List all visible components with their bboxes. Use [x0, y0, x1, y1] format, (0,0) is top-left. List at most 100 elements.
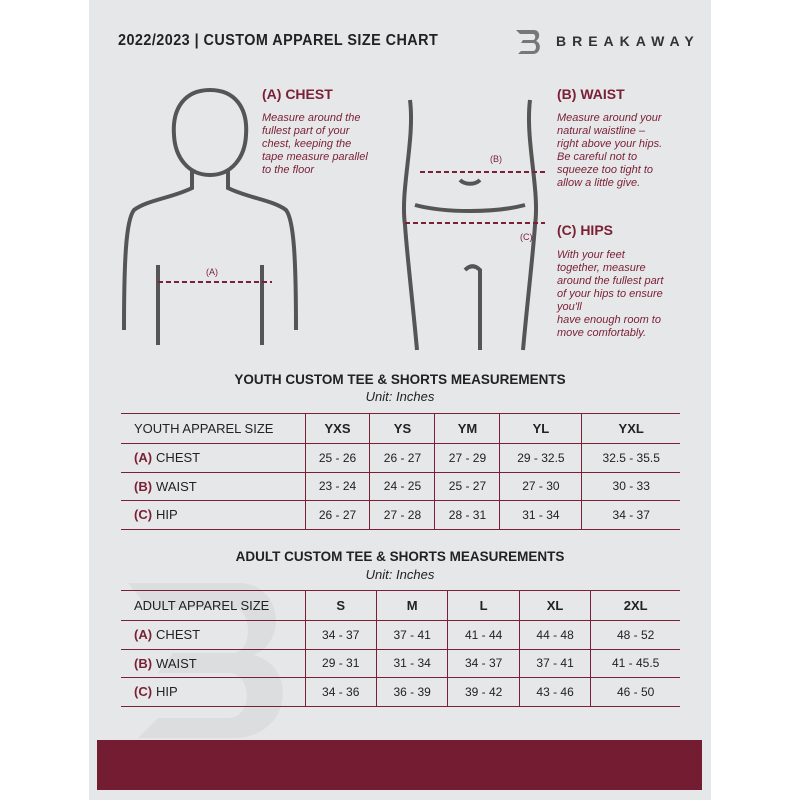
table-cell: 28 - 31	[434, 500, 500, 530]
hips-text-line: around the fullest part	[557, 275, 664, 287]
table-row: (B) WAIST 23 - 24 24 - 25 25 - 27 27 - 30 30 -…	[121, 472, 680, 501]
size-header: 2XL	[590, 590, 680, 621]
measurement-label: (C) HIP	[121, 500, 305, 530]
chest-instructions: Measure around the fullest part of your ch…	[262, 112, 368, 177]
youth-unit: Unit: Inches	[365, 389, 435, 404]
table-cell: 27 - 28	[369, 500, 435, 530]
table-cell: 34 - 36	[304, 677, 377, 707]
waist-text-line: right above your hips.	[557, 138, 663, 150]
table-cell: 37 - 41	[375, 620, 448, 650]
waist-text-line: natural waistline –	[557, 125, 646, 137]
measurement-label: (A) CHEST	[121, 443, 305, 473]
table-row: (C) HIP 34 - 36 36 - 39 39 - 42 43 - 46 46 - 5…	[121, 677, 680, 707]
size-header: YXS	[304, 413, 370, 444]
table-row: (A) CHEST 34 - 37 37 - 41 41 - 44 44 - 48 48 -…	[121, 620, 680, 650]
table-cell: 43 - 46	[518, 677, 591, 707]
table-cell: 25 - 26	[304, 443, 370, 473]
brand-name: BREAKAWAY	[556, 33, 700, 49]
adult-unit: Unit: Inches	[365, 567, 435, 582]
table-cell: 23 - 24	[304, 472, 370, 501]
size-header: YXL	[581, 413, 680, 444]
table-cell: 36 - 39	[375, 677, 448, 707]
table-cell: 24 - 25	[369, 472, 435, 501]
size-header: YM	[434, 413, 500, 444]
breakaway-logo-icon	[516, 30, 540, 54]
measurement-letter: (B)	[134, 655, 153, 671]
measurement-name: HIP	[156, 684, 178, 700]
table-row: (B) WAIST 29 - 31 31 - 34 34 - 37 37 - 41 41 -…	[121, 649, 680, 678]
table-cell: 34 - 37	[447, 649, 520, 678]
waist-text-line: allow a little give.	[557, 177, 641, 189]
hips-heading: (C) HIPS	[557, 222, 613, 238]
chest-text-line: tape measure parallel	[262, 151, 368, 163]
measurement-label: (C) HIP	[121, 677, 305, 707]
page-title: 2022/2023 | CUSTOM APPAREL SIZE CHART	[118, 32, 439, 49]
footer-band	[97, 740, 702, 790]
chest-text-line: chest, keeping the	[262, 138, 352, 150]
table-cell: 26 - 27	[304, 500, 370, 530]
youth-table-title: YOUTH CUSTOM TEE & SHORTS MEASUREMENTS	[234, 372, 566, 387]
waist-text-line: squeeze too tight to	[557, 164, 654, 176]
table-header-row: ADULT APPAREL SIZE S M L XL 2XL	[121, 590, 680, 621]
size-header: YL	[499, 413, 582, 444]
hips-text-line: you'll	[557, 301, 582, 313]
table-cell: 41 - 45.5	[590, 649, 680, 678]
waist-hips-figure: (B) (C)	[401, 99, 545, 351]
measurement-name: WAIST	[156, 478, 197, 494]
size-header: M	[375, 590, 448, 621]
table-cell: 26 - 27	[369, 443, 435, 473]
table-row: (C) HIP 26 - 27 27 - 28 28 - 31 31 - 34 34 - 3…	[121, 500, 680, 530]
size-header: L	[447, 590, 520, 621]
size-header: S	[304, 590, 377, 621]
measurement-letter: (C)	[134, 684, 153, 700]
hips-instructions: With your feet together, measure around th…	[557, 249, 663, 340]
adult-size-table: ADULT APPAREL SIZE S M L XL 2XL (A) CHEST 34 - 3…	[121, 590, 680, 707]
table-cell: 44 - 48	[518, 620, 591, 650]
chest-figure: (A)	[122, 87, 298, 345]
measurement-letter: (B)	[134, 478, 153, 494]
chest-marker: (A)	[206, 267, 218, 277]
waist-heading: (B) WAIST	[557, 86, 625, 102]
measurement-name: CHEST	[156, 450, 201, 466]
table-cell: 37 - 41	[518, 649, 591, 678]
table-cell: 27 - 29	[434, 443, 500, 473]
hips-marker: (C)	[520, 232, 533, 242]
table-cell: 34 - 37	[304, 620, 377, 650]
table-cell: 39 - 42	[447, 677, 520, 707]
hips-text-line: have enough room to	[557, 314, 661, 326]
measurement-letter: (A)	[134, 627, 153, 643]
table-cell: 34 - 37	[581, 500, 680, 530]
table-row: (A) CHEST 25 - 26 26 - 27 27 - 29 29 - 32.5 32…	[121, 443, 680, 473]
table-cell: 29 - 32.5	[499, 443, 582, 473]
measurement-letter: (A)	[134, 450, 153, 466]
youth-size-table: YOUTH APPAREL SIZE YXS YS YM YL YXL (A) CHEST 25…	[121, 413, 680, 530]
measurement-label: (B) WAIST	[121, 472, 305, 501]
measurement-name: WAIST	[156, 655, 197, 671]
chest-heading: (A) CHEST	[262, 86, 333, 102]
table-cell: 29 - 31	[304, 649, 377, 678]
table-cell: 41 - 44	[447, 620, 520, 650]
adult-table-title: ADULT CUSTOM TEE & SHORTS MEASUREMENTS	[235, 549, 565, 564]
chest-text-line: fullest part of your	[262, 125, 350, 137]
table-cell: 32.5 - 35.5	[581, 443, 680, 473]
measurement-name: CHEST	[156, 627, 201, 643]
hips-text-line: together, measure	[557, 262, 646, 274]
size-header: XL	[518, 590, 591, 621]
waist-text-line: Measure around your	[557, 112, 662, 124]
hips-text-line: With your feet	[557, 249, 625, 261]
chest-text-line: Measure around the	[262, 112, 361, 124]
table-cell: 27 - 30	[499, 472, 582, 501]
measurement-letter: (C)	[134, 507, 153, 523]
table-cell: 31 - 34	[375, 649, 448, 678]
measurement-label: (A) CHEST	[121, 620, 305, 650]
size-header: YS	[369, 413, 435, 444]
size-label: YOUTH APPAREL SIZE	[121, 413, 305, 444]
measurement-label: (B) WAIST	[121, 649, 305, 678]
table-cell: 31 - 34	[499, 500, 582, 530]
hips-text-line: of your hips to ensure	[557, 288, 663, 300]
waist-marker: (B)	[490, 154, 502, 164]
waist-text-line: Be careful not to	[557, 151, 638, 163]
table-header-row: YOUTH APPAREL SIZE YXS YS YM YL YXL	[121, 413, 680, 444]
table-cell: 46 - 50	[590, 677, 680, 707]
waist-instructions: Measure around your natural waistline – ri…	[557, 112, 662, 190]
